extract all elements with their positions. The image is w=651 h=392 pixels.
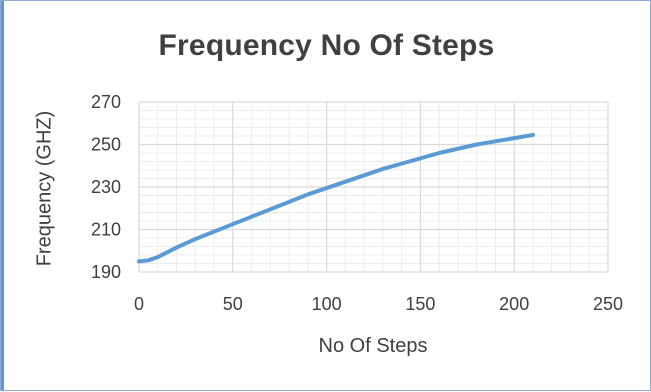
y-axis-title: Frequency (GHZ) bbox=[33, 110, 56, 267]
x-tick-label: 50 bbox=[223, 294, 243, 314]
data-series-line bbox=[137, 132, 535, 264]
y-tick-label: 190 bbox=[91, 262, 121, 282]
chart-title: Frequency No Of Steps bbox=[158, 29, 495, 62]
x-tick-label: 0 bbox=[134, 294, 144, 314]
y-tick-label: 270 bbox=[91, 92, 121, 112]
x-tick-label: 150 bbox=[405, 294, 435, 314]
x-tick-label: 200 bbox=[499, 294, 529, 314]
x-axis-title: No Of Steps bbox=[318, 335, 428, 357]
y-tick-label: 250 bbox=[91, 135, 121, 155]
x-tick-label: 250 bbox=[593, 294, 623, 314]
y-tick-label: 210 bbox=[91, 220, 121, 240]
y-tick-label: 230 bbox=[91, 177, 121, 197]
x-tick-label: 100 bbox=[312, 294, 342, 314]
